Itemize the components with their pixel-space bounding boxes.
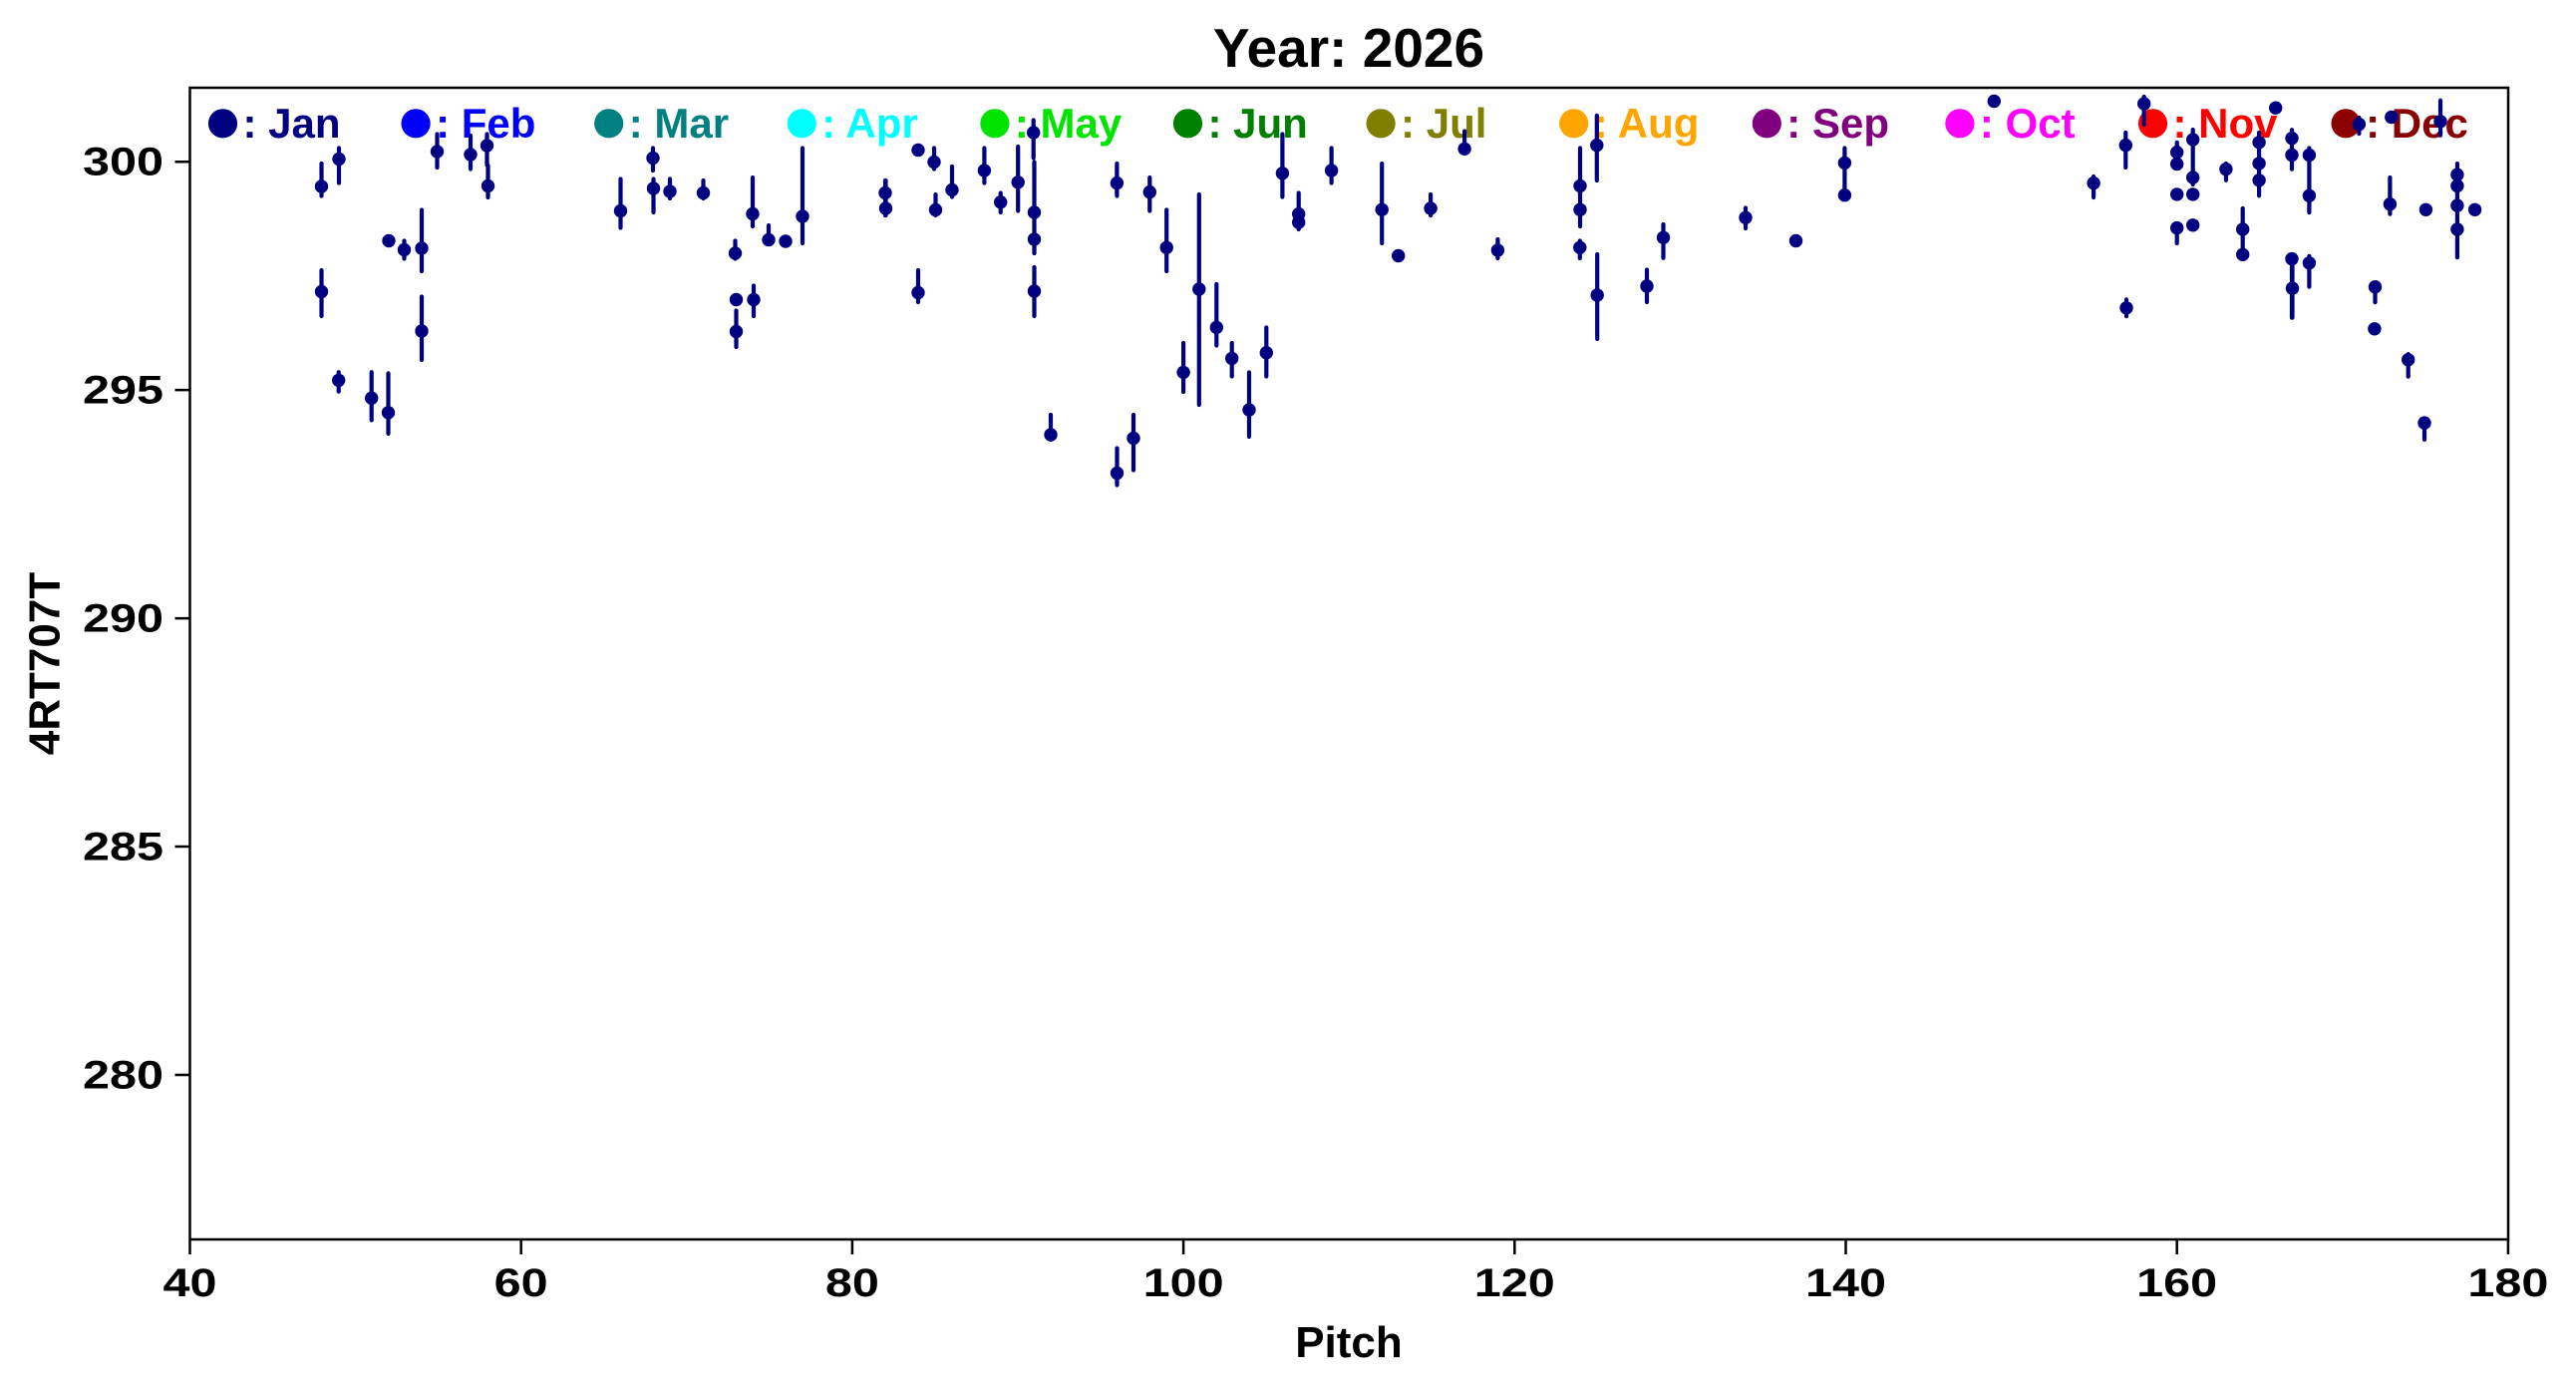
svg-text:: Mar: : Mar (629, 100, 729, 147)
svg-text:Pitch: Pitch (1295, 1318, 1403, 1367)
svg-text:: May: : May (1015, 100, 1123, 147)
svg-text:40: 40 (163, 1261, 217, 1305)
svg-text:: Jan: : Jan (243, 100, 341, 147)
svg-text:285: 285 (83, 826, 163, 869)
svg-text:280: 280 (83, 1054, 163, 1098)
svg-text:160: 160 (2136, 1261, 2217, 1305)
svg-text:: Jun: : Jun (1208, 100, 1308, 147)
svg-text:120: 120 (1474, 1261, 1555, 1305)
svg-text:: Sep: : Sep (1786, 100, 1889, 147)
svg-text:: Jul: : Jul (1401, 100, 1486, 147)
svg-text:290: 290 (83, 597, 163, 641)
svg-text:300: 300 (83, 141, 163, 184)
svg-text:: Apr: : Apr (821, 100, 917, 147)
svg-text:180: 180 (2467, 1261, 2548, 1305)
svg-text:4RT707T: 4RT707T (21, 572, 70, 756)
svg-text:60: 60 (494, 1261, 548, 1305)
svg-text:: Dec: : Dec (2366, 100, 2468, 147)
svg-text:100: 100 (1143, 1261, 1224, 1305)
svg-text:Year: 2026: Year: 2026 (1213, 17, 1484, 79)
svg-text:140: 140 (1805, 1261, 1886, 1305)
svg-text:: Aug: : Aug (1594, 100, 1700, 147)
svg-text:295: 295 (83, 369, 163, 413)
svg-text:80: 80 (825, 1261, 879, 1305)
